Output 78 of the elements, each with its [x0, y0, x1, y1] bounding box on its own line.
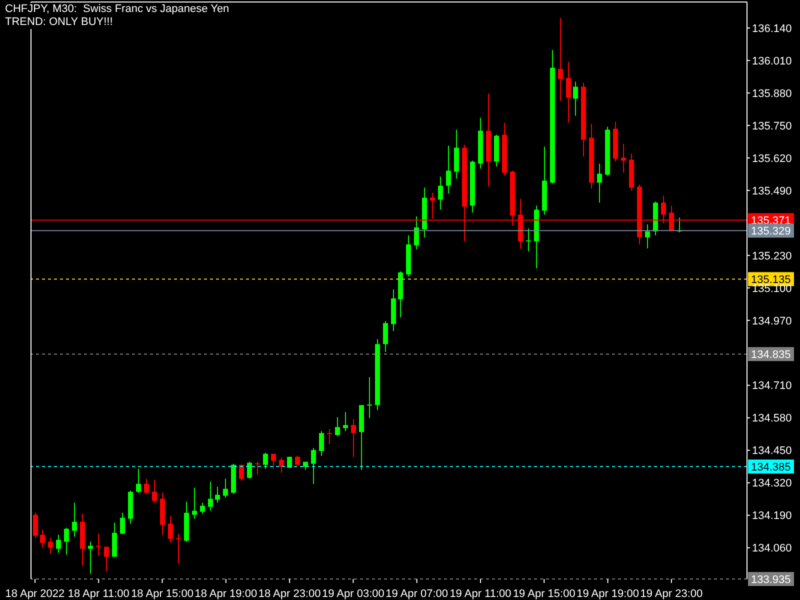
x-tick-label: 18 Apr 11:00 [68, 588, 130, 600]
candlestick [621, 143, 626, 174]
candlestick [192, 487, 197, 520]
x-tick-label: 18 Apr 2022 [5, 588, 65, 600]
candlestick [104, 546, 109, 572]
candlestick [48, 537, 53, 554]
candlestick [200, 502, 205, 514]
candlestick [311, 448, 316, 485]
candlestick [295, 455, 300, 466]
candlestick [335, 416, 340, 437]
candlestick [454, 129, 459, 180]
candlestick [446, 145, 451, 194]
x-tick-label: 19 Apr 07:00 [386, 588, 448, 600]
candlestick [255, 461, 260, 476]
candlestick [597, 163, 602, 204]
candlestick [566, 61, 571, 124]
ref-line-label: 133.935 [751, 574, 791, 586]
candlestick [168, 515, 173, 544]
candlestick [33, 512, 38, 538]
candlestick [144, 478, 149, 494]
y-tick-label: 134.970 [752, 315, 792, 328]
x-tick-label: 19 Apr 03:00 [322, 588, 384, 600]
candlestick [327, 428, 332, 445]
candlestick [208, 481, 213, 512]
candlestick [526, 228, 531, 252]
x-tick-label: 18 Apr 19:00 [194, 588, 258, 600]
y-tick-label: 134.320 [752, 478, 792, 490]
ref-line-label: 135.371 [751, 215, 791, 228]
candlestick [120, 512, 125, 534]
candlestick [176, 533, 181, 564]
candlestick [573, 81, 578, 116]
y-tick-label: 134.580 [752, 412, 792, 425]
candlestick [271, 453, 276, 470]
candlestick [64, 527, 69, 556]
x-tick-label: 19 Apr 19:00 [576, 588, 639, 600]
x-tick-label: 18 Apr 15:00 [131, 588, 194, 600]
candlestick [247, 461, 252, 480]
candlestick [645, 224, 650, 249]
candlestick [438, 176, 443, 210]
text: TREND: ONLY BUY!!! [5, 16, 115, 29]
y-tick-label: 135.620 [752, 152, 792, 165]
x-tick-label: 19 Apr 15:00 [512, 588, 576, 600]
candlestick [558, 17, 563, 102]
candlestick [351, 418, 356, 458]
candlestick [319, 430, 324, 457]
candlestick [263, 452, 268, 470]
y-tick-label: 134.450 [752, 445, 792, 458]
y-tick-label: 135.750 [752, 120, 792, 132]
y-tick-label: 134.190 [752, 510, 792, 522]
candlestick [96, 533, 101, 556]
y-tick-label: 135.230 [752, 250, 792, 262]
candlestick [215, 486, 220, 504]
candlestick [343, 412, 348, 432]
candlestick [383, 320, 388, 353]
candlestick [40, 529, 45, 548]
y-tick-label: 135.880 [752, 88, 792, 100]
candlestick [136, 468, 141, 494]
candlestick [223, 478, 228, 498]
candlestick [414, 216, 419, 250]
candlestick [72, 502, 77, 538]
chart-title: CHFJPY, M30: Swiss Franc vs Japanese Yen [5, 3, 232, 16]
ref-line-label: 134.385 [751, 462, 791, 474]
candlestick [88, 541, 93, 574]
x-tick-label: 18 Apr 23:00 [258, 588, 321, 600]
y-tick-label: 134.710 [752, 380, 792, 392]
x-tick-label: 19 Apr 11:00 [450, 588, 512, 600]
y-tick-label: 134.060 [752, 542, 792, 555]
candlestick [56, 534, 61, 554]
y-tick-label: 136.140 [752, 22, 792, 35]
candlestick [112, 522, 117, 558]
ref-line-label: 135.329 [751, 226, 791, 238]
ref-line-label: 134.835 [751, 349, 791, 362]
candlestick [279, 457, 284, 474]
candlestick [152, 479, 157, 504]
candlestick [367, 376, 372, 419]
y-tick-label: 135.490 [752, 185, 792, 198]
y-tick-label: 136.010 [752, 55, 792, 68]
x-tick-label: 19 Apr 23:00 [640, 588, 703, 600]
